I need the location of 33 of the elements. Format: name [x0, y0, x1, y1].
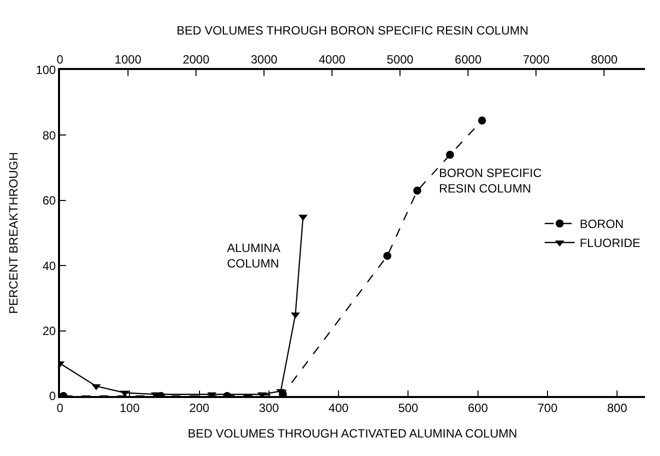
x-tick-label: 300 — [258, 401, 280, 416]
annotation: BORON SPECIFIC RESIN COLUMN — [439, 166, 542, 196]
x-tick-label: 200 — [189, 401, 210, 416]
point — [413, 186, 422, 195]
y-tick-label: 40 — [42, 258, 56, 273]
legend-label: BORON — [580, 217, 624, 232]
y-tick-label: 80 — [42, 128, 56, 142]
annotation: ALUMINA COLUMN — [227, 241, 280, 271]
x2-tick-label: 2000 — [182, 52, 210, 66]
x-tick-label: 500 — [398, 401, 419, 416]
point — [478, 116, 486, 125]
point — [383, 252, 392, 260]
x2-tick-label: 7000 — [522, 52, 550, 66]
x-tick-label: 400 — [328, 401, 349, 416]
legend-label: FLUORIDE — [580, 236, 640, 250]
x-tick-label: 600 — [468, 401, 488, 416]
x-tick-label: 100 — [120, 401, 140, 416]
x-tick-label: 800 — [607, 401, 628, 416]
x-tick-label: 700 — [537, 401, 558, 416]
point — [446, 150, 454, 159]
x2-axis-title: BED VOLUMES THROUGH BORON SPECIFIC RESIN COLUMN — [176, 23, 528, 38]
x-axis-title: BED VOLUMES THROUGH ACTIVATED ALUMINA COLUMN — [188, 426, 518, 441]
y-axis-title: PERCENT BREAKTHROUGH — [6, 152, 21, 314]
y-tick-label: 0 — [49, 389, 56, 404]
x2-tick-label: 3000 — [250, 52, 278, 66]
y-tick-label: 100 — [36, 63, 56, 78]
y-tick-label: 20 — [42, 324, 56, 338]
y-tick-label: 60 — [42, 194, 56, 208]
x2-tick-label: 6000 — [454, 52, 482, 66]
x2-tick-label: 8000 — [590, 52, 618, 66]
x2-tick-label: 4000 — [318, 52, 346, 66]
x2-tick-label: 5000 — [386, 52, 414, 66]
x2-tick-label: 1000 — [114, 52, 142, 66]
